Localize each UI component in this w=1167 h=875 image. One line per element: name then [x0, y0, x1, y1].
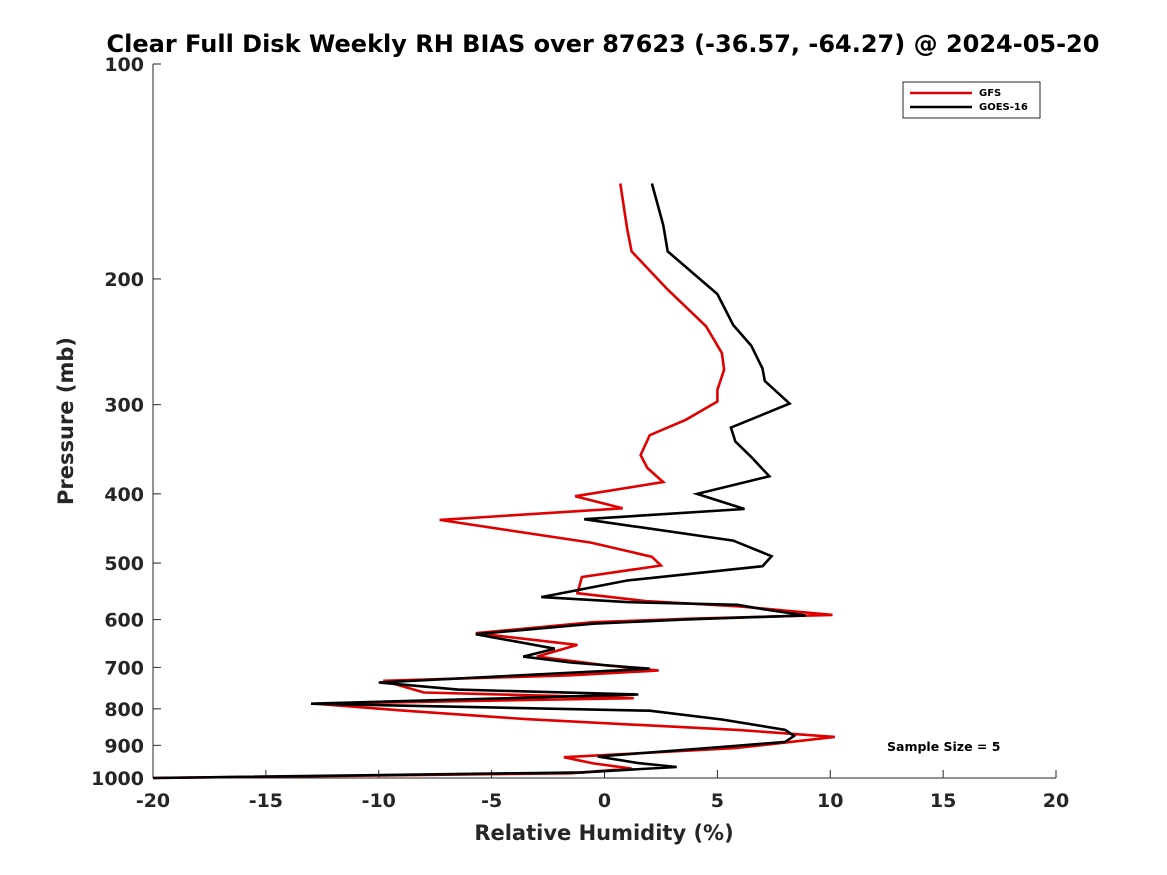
y-tick-label: 900: [104, 735, 144, 757]
y-tick-label: 300: [104, 395, 144, 417]
sample-size-annotation: Sample Size = 5: [887, 739, 1000, 754]
y-tick-label: 200: [104, 269, 144, 291]
x-tick-label: -10: [362, 790, 396, 812]
y-axis-label: Pressure (mb): [54, 337, 78, 505]
y-tick-label: 1000: [91, 768, 144, 790]
y-tick-label: 400: [104, 484, 144, 506]
legend: GFS GOES-16: [902, 81, 1041, 119]
legend-label-gfs: GFS: [979, 88, 1001, 99]
x-axis-ticks: -20 -15 -10 -5 0 5 10 15 20: [136, 770, 1069, 812]
series-layer: [152, 183, 835, 780]
y-tick-label: 800: [104, 699, 144, 721]
legend-box: [902, 81, 1041, 119]
x-tick-label: 15: [930, 790, 956, 812]
x-axis-label: Relative Humidity (%): [474, 821, 733, 845]
x-tick-label: 20: [1043, 790, 1069, 812]
x-tick-label: 5: [711, 790, 724, 812]
x-tick-label: -5: [481, 790, 502, 812]
x-tick-label: -20: [136, 790, 170, 812]
x-tick-label: 10: [817, 790, 843, 812]
y-tick-label: 500: [104, 553, 144, 575]
series-line-goes-16: [152, 183, 806, 780]
chart-title: Clear Full Disk Weekly RH BIAS over 8762…: [107, 30, 1100, 58]
y-tick-label: 700: [104, 657, 144, 679]
x-tick-label: -15: [249, 790, 283, 812]
legend-label-goes16: GOES-16: [979, 102, 1028, 113]
x-tick-label: 0: [598, 790, 611, 812]
y-axis-ticks: 100 200 300 400 500 600 700 800 900 1000: [91, 54, 161, 790]
series-line-gfs: [152, 183, 835, 780]
y-tick-label: 100: [104, 54, 144, 76]
y-tick-label: 600: [104, 610, 144, 632]
